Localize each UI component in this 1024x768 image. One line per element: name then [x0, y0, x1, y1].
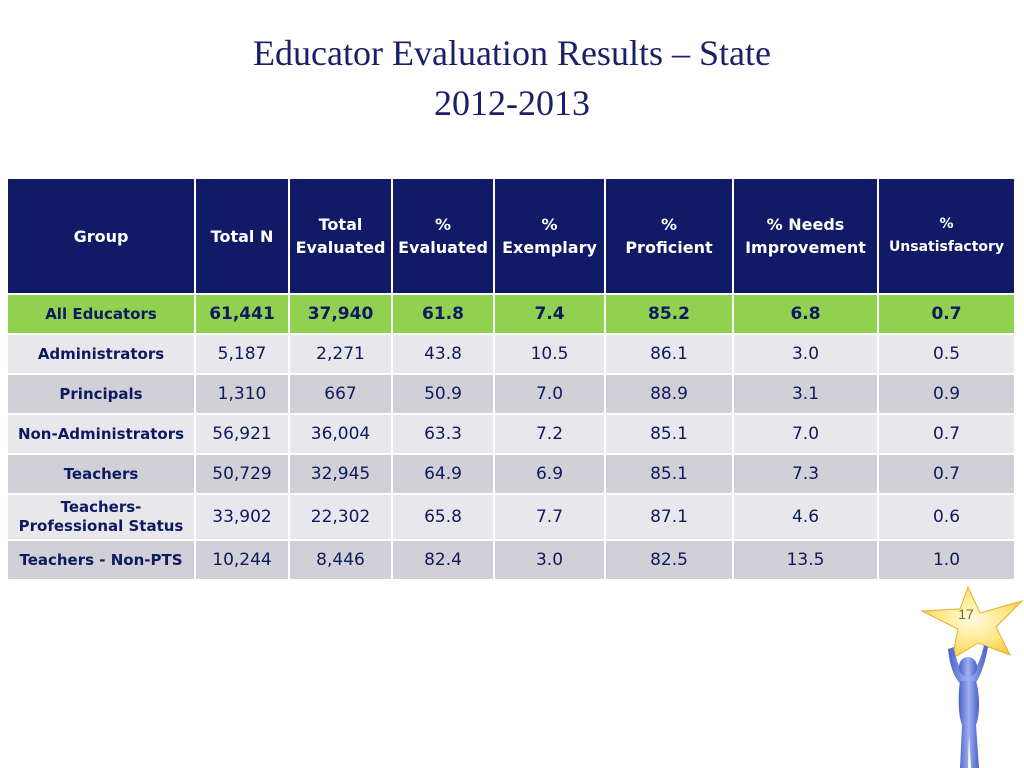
pct-proficient-cell: 86.1 — [604, 333, 734, 375]
page-number: 17 — [958, 606, 974, 622]
header-total-evaluated: Total Evaluated — [288, 177, 393, 295]
total-evaluated-cell: 2,271 — [288, 333, 393, 375]
group-cell: All Educators — [6, 293, 196, 335]
pct-proficient-cell: 82.5 — [604, 539, 734, 581]
table-row-teachers-non-pts: Teachers - Non-PTS 10,244 8,446 82.4 3.0… — [6, 539, 1016, 581]
pct-exemplary-cell: 7.4 — [493, 293, 606, 335]
pct-evaluated-cell: 63.3 — [391, 413, 495, 455]
pct-evaluated-cell: 65.8 — [391, 493, 495, 541]
header-pct-evaluated: % Evaluated — [391, 177, 495, 295]
total-evaluated-cell: 32,945 — [288, 453, 393, 495]
total-n-cell: 1,310 — [194, 373, 290, 415]
pct-unsatisfactory-cell: 0.5 — [877, 333, 1016, 375]
total-evaluated-cell: 22,302 — [288, 493, 393, 541]
pct-needs-improvement-cell: 7.0 — [732, 413, 879, 455]
pct-proficient-cell: 85.2 — [604, 293, 734, 335]
header-group: Group — [6, 177, 196, 295]
table-row-administrators: Administrators 5,187 2,271 43.8 10.5 86.… — [6, 333, 1016, 375]
total-n-cell: 10,244 — [194, 539, 290, 581]
total-evaluated-cell: 8,446 — [288, 539, 393, 581]
pct-exemplary-cell: 10.5 — [493, 333, 606, 375]
header-pct-needs-improvement: % Needs Improvement — [732, 177, 879, 295]
total-evaluated-cell: 36,004 — [288, 413, 393, 455]
group-cell: Teachers- Professional Status — [6, 493, 196, 541]
pct-exemplary-cell: 3.0 — [493, 539, 606, 581]
group-cell: Teachers - Non-PTS — [6, 539, 196, 581]
total-evaluated-cell: 37,940 — [288, 293, 393, 335]
pct-unsatisfactory-cell: 0.6 — [877, 493, 1016, 541]
total-n-cell: 5,187 — [194, 333, 290, 375]
header-pct-unsatisfactory: % Unsatisfactory — [877, 177, 1016, 295]
pct-exemplary-cell: 6.9 — [493, 453, 606, 495]
pct-proficient-cell: 88.9 — [604, 373, 734, 415]
table-row-principals: Principals 1,310 667 50.9 7.0 88.9 3.1 0… — [6, 373, 1016, 415]
header-total-n: Total N — [194, 177, 290, 295]
pct-needs-improvement-cell: 3.1 — [732, 373, 879, 415]
figure-body — [958, 681, 979, 768]
pct-proficient-cell: 85.1 — [604, 453, 734, 495]
pct-unsatisfactory-cell: 0.9 — [877, 373, 1016, 415]
header-row: Group Total N Total Evaluated % Evaluated … — [6, 177, 1016, 295]
pct-exemplary-cell: 7.2 — [493, 413, 606, 455]
group-cell: Administrators — [6, 333, 196, 375]
pct-unsatisfactory-cell: 0.7 — [877, 453, 1016, 495]
results-table: Group Total N Total Evaluated % Evaluated … — [6, 177, 1016, 581]
pct-exemplary-cell: 7.7 — [493, 493, 606, 541]
slide-title: Educator Evaluation Results – State 2012… — [0, 28, 1024, 128]
pct-needs-improvement-cell: 3.0 — [732, 333, 879, 375]
title-line-1: Educator Evaluation Results – State — [253, 33, 771, 73]
total-n-cell: 56,921 — [194, 413, 290, 455]
table-row-non-administrators: Non-Administrators 56,921 36,004 63.3 7.… — [6, 413, 1016, 455]
figure-head — [959, 657, 977, 677]
header-pct-proficient: % Proficient — [604, 177, 734, 295]
pct-evaluated-cell: 82.4 — [391, 539, 495, 581]
pct-proficient-cell: 85.1 — [604, 413, 734, 455]
group-cell: Non-Administrators — [6, 413, 196, 455]
pct-unsatisfactory-cell: 0.7 — [877, 413, 1016, 455]
pct-proficient-cell: 87.1 — [604, 493, 734, 541]
pct-evaluated-cell: 61.8 — [391, 293, 495, 335]
group-cell: Principals — [6, 373, 196, 415]
title-line-2: 2012-2013 — [434, 83, 590, 123]
group-cell: Teachers — [6, 453, 196, 495]
pct-unsatisfactory-cell: 1.0 — [877, 539, 1016, 581]
pct-needs-improvement-cell: 7.3 — [732, 453, 879, 495]
star-figure-icon — [918, 585, 1024, 768]
pct-needs-improvement-cell: 13.5 — [732, 539, 879, 581]
pct-unsatisfactory-cell: 0.7 — [877, 293, 1016, 335]
header-pct-exemplary: % Exemplary — [493, 177, 606, 295]
total-n-cell: 50,729 — [194, 453, 290, 495]
pct-exemplary-cell: 7.0 — [493, 373, 606, 415]
pct-evaluated-cell: 50.9 — [391, 373, 495, 415]
pct-evaluated-cell: 43.8 — [391, 333, 495, 375]
table-row-all-educators: All Educators 61,441 37,940 61.8 7.4 85.… — [6, 293, 1016, 335]
total-evaluated-cell: 667 — [288, 373, 393, 415]
pct-needs-improvement-cell: 4.6 — [732, 493, 879, 541]
total-n-cell: 33,902 — [194, 493, 290, 541]
pct-needs-improvement-cell: 6.8 — [732, 293, 879, 335]
figure-arms — [948, 645, 988, 685]
table-row-teachers-professional-status: Teachers- Professional Status 33,902 22,3… — [6, 493, 1016, 541]
star-shape — [920, 585, 1024, 661]
table-row-teachers: Teachers 50,729 32,945 64.9 6.9 85.1 7.3… — [6, 453, 1016, 495]
pct-evaluated-cell: 64.9 — [391, 453, 495, 495]
total-n-cell: 61,441 — [194, 293, 290, 335]
